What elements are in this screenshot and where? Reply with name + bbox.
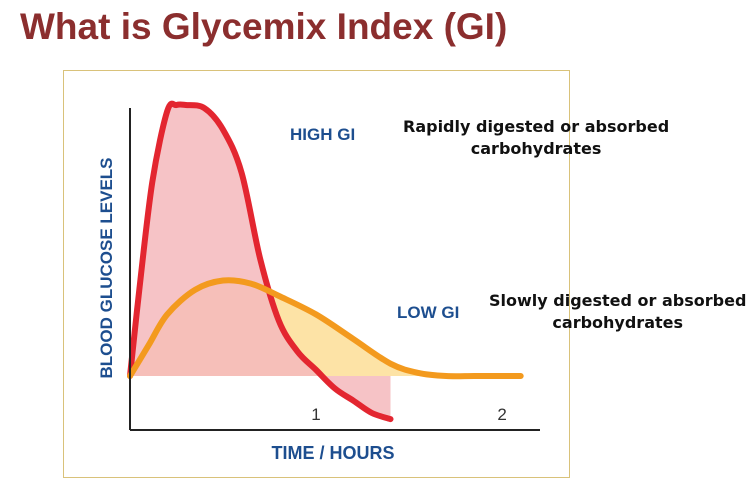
low-gi-description: Slowly digested or absorbed carbohydrate… <box>489 290 746 334</box>
high-gi-description-line1: Rapidly digested or absorbed <box>403 117 670 136</box>
low-gi-line <box>127 277 524 380</box>
y-axis-label: BLOOD GLUCOSE LEVELS <box>97 157 116 378</box>
page-title: What is Glycemix Index (GI) <box>20 6 508 47</box>
high-gi-description-line2: carbohydrates <box>470 139 602 158</box>
high-gi-description: Rapidly digested or absorbed carbohydrat… <box>403 116 669 160</box>
chart-frame <box>63 70 570 478</box>
x-tick-label: 2 <box>497 405 506 424</box>
low-gi-description-line1: Slowly digested or absorbed <box>489 291 747 310</box>
series-label-low-gi: LOW GI <box>397 303 459 322</box>
series-label-high-gi: HIGH GI <box>290 125 355 144</box>
low-gi-description-line2: carbohydrates <box>552 313 684 332</box>
x-tick-label: 1 <box>311 405 320 424</box>
high-gi-line <box>127 100 394 423</box>
x-axis-label: TIME / HOURS <box>271 443 394 463</box>
